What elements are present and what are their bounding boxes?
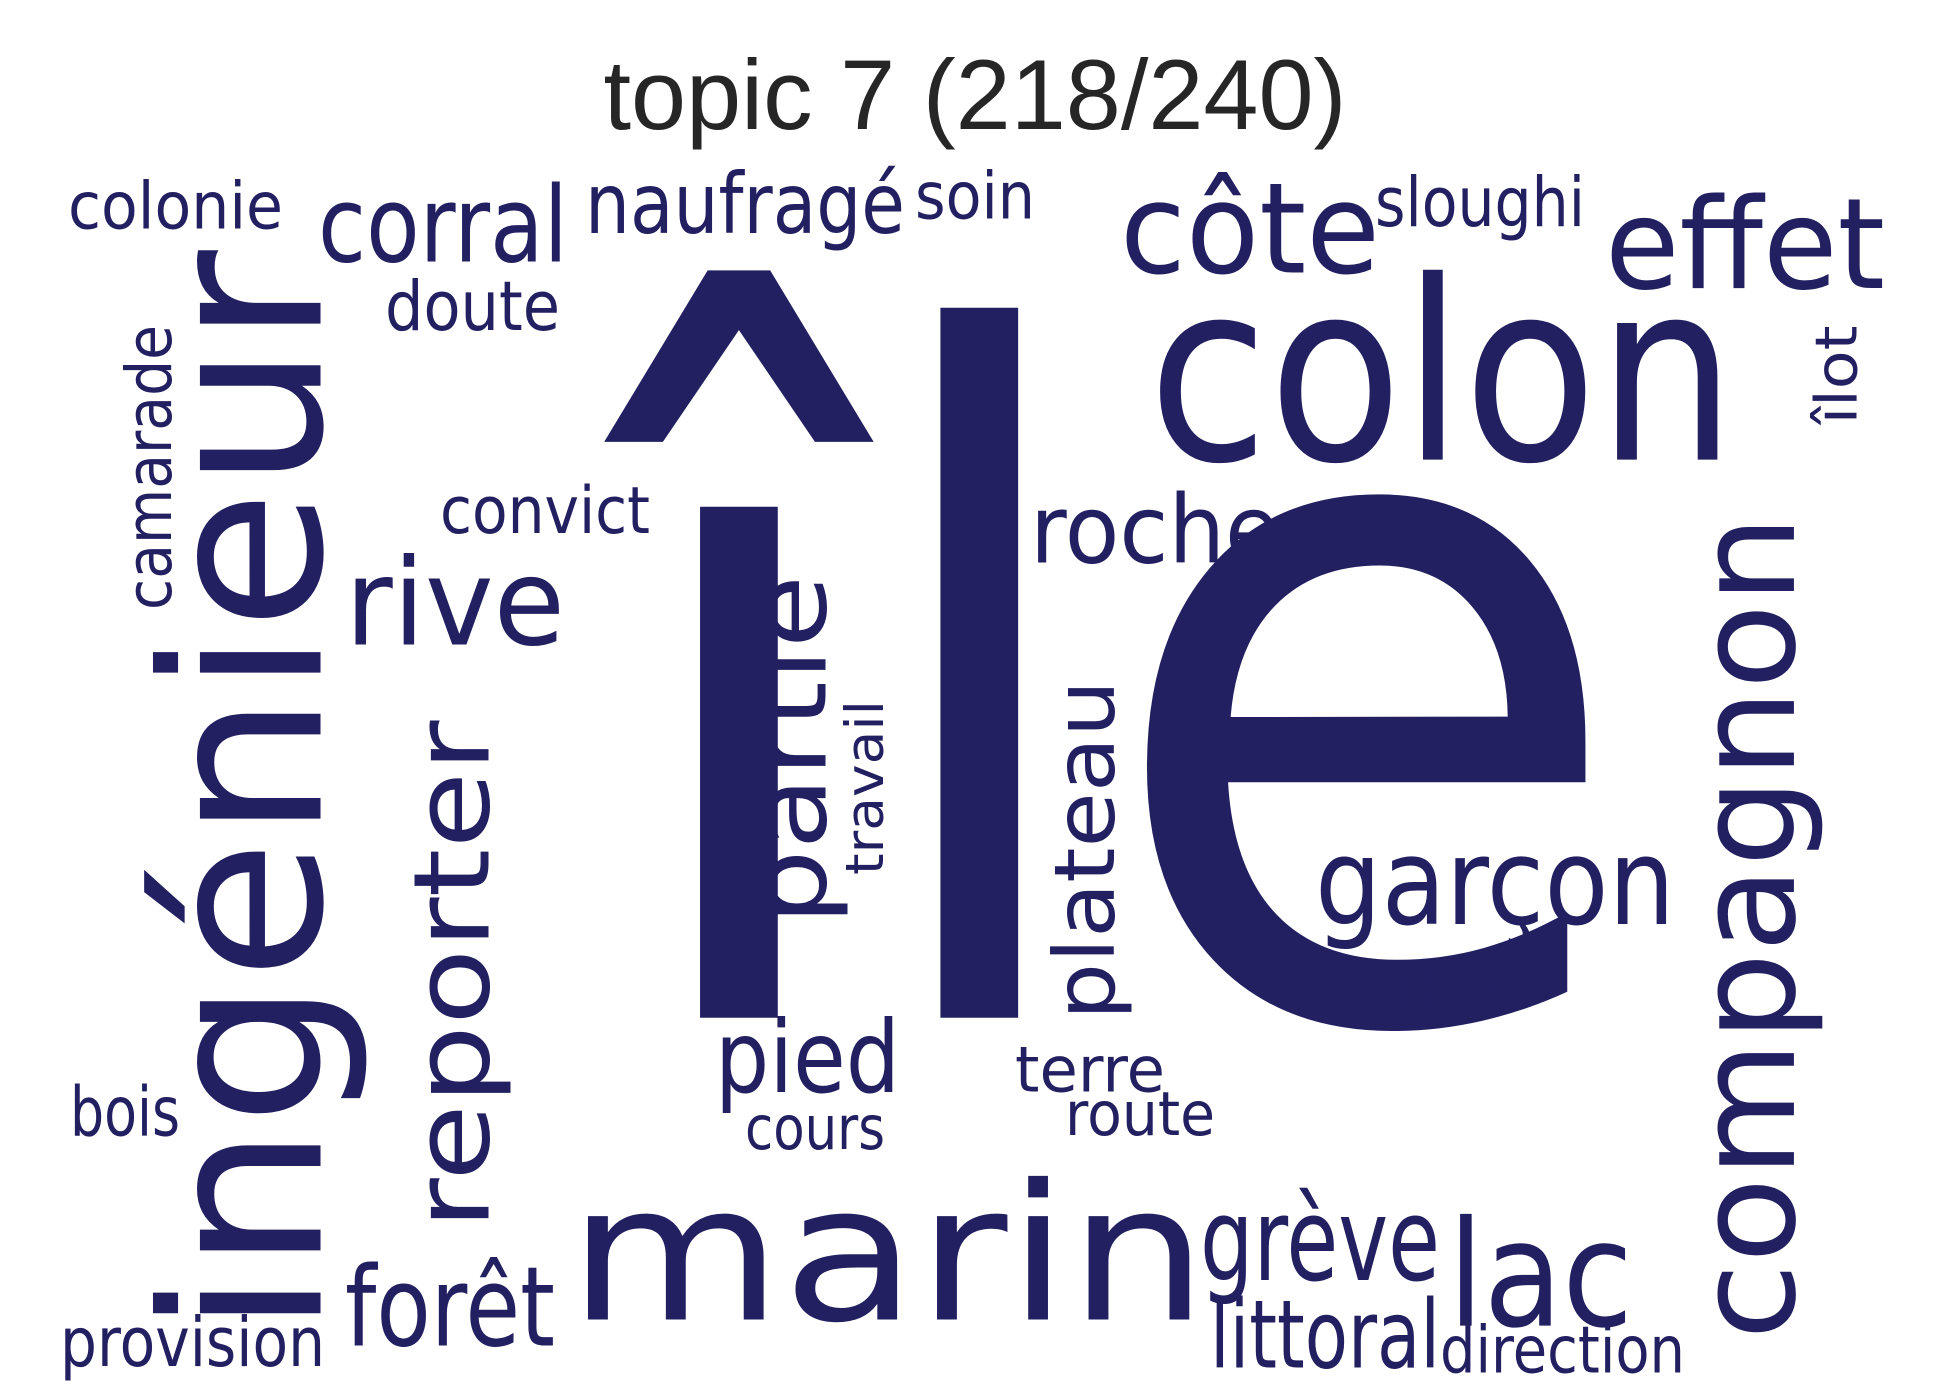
cloud-word: doute [385,268,560,347]
chart-title: topic 7 (218/240) [603,39,1347,150]
cloud-word: rive [345,532,565,673]
cloud-word: effet [1605,172,1885,319]
cloud-word: sloughi [1375,163,1585,242]
cloud-word: forêt [345,1243,555,1372]
cloud-word: roche [1030,475,1280,585]
cloud-word: convict [440,473,650,549]
cloud-word: terre [1015,1033,1165,1106]
cloud-word: côte [1120,157,1380,304]
cloud-word: marin [568,1145,1208,1364]
cloud-word: lac [1448,1189,1633,1360]
cloud-word: arbre [1360,954,1515,1027]
cloud-word: plateau [1036,680,1134,1020]
cloud-word: partie [729,575,851,925]
cloud-word: camarade [113,325,187,610]
cloud-word: colon [1148,229,1736,519]
cloud-word: travail [834,700,895,875]
cloud-word: direction [1440,1313,1685,1388]
cloud-word: littoral [1210,1280,1440,1390]
cloud-word: soin [915,158,1035,235]
cloud-word: pied [715,1000,900,1116]
cloud-word: ingénieur [117,250,374,1335]
cloud-word: compagnon [1667,515,1826,1340]
cloud-word: provision [60,1303,325,1383]
cloud-word: îlot [1804,326,1871,426]
cloud-word: cours [745,1094,885,1164]
cloud-word: naufragé [585,156,905,253]
cloud-word: corral [318,164,568,287]
cloud-word: grève [1200,1173,1440,1308]
cloud-word: colonie [68,168,283,244]
cloud-word: route [1065,1078,1215,1149]
cloud-word: garçon [1315,812,1675,953]
cloud-word: reporter [392,720,514,1230]
cloud-word: bois [70,1073,180,1152]
cloud-word: île [591,151,1631,1239]
